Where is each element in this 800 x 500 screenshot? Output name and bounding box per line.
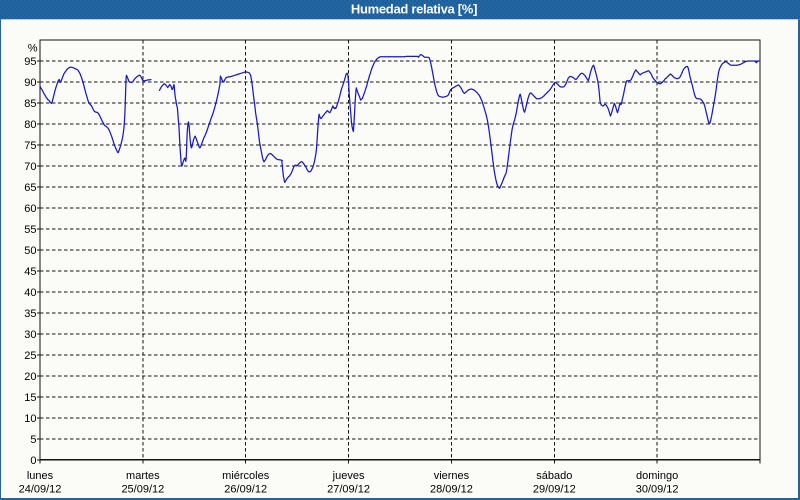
svg-text:30/09/12: 30/09/12 <box>636 484 679 496</box>
svg-text:70: 70 <box>24 161 36 173</box>
svg-text:domingo: domingo <box>636 470 678 482</box>
svg-text:jueves: jueves <box>332 470 365 482</box>
svg-text:miércoles: miércoles <box>222 470 270 482</box>
svg-text:24/09/12: 24/09/12 <box>19 484 62 496</box>
svg-text:90: 90 <box>24 77 36 89</box>
svg-text:%: % <box>28 43 38 55</box>
svg-text:55: 55 <box>24 224 36 236</box>
svg-text:60: 60 <box>24 203 36 215</box>
svg-text:28/09/12: 28/09/12 <box>430 484 473 496</box>
svg-text:30: 30 <box>24 329 36 341</box>
svg-text:sábado: sábado <box>536 470 572 482</box>
svg-text:26/09/12: 26/09/12 <box>224 484 267 496</box>
svg-text:35: 35 <box>24 308 36 320</box>
svg-text:viernes: viernes <box>434 470 470 482</box>
svg-text:40: 40 <box>24 287 36 299</box>
svg-text:65: 65 <box>24 182 36 194</box>
svg-text:75: 75 <box>24 140 36 152</box>
svg-text:15: 15 <box>24 392 36 404</box>
svg-text:50: 50 <box>24 245 36 257</box>
svg-text:95: 95 <box>24 56 36 68</box>
svg-text:5: 5 <box>30 434 36 446</box>
svg-text:Humedad relativa [%]: Humedad relativa [%] <box>351 2 477 17</box>
svg-text:10: 10 <box>24 413 36 425</box>
svg-text:85: 85 <box>24 98 36 110</box>
svg-text:20: 20 <box>24 371 36 383</box>
svg-text:lunes: lunes <box>27 470 54 482</box>
svg-text:25/09/12: 25/09/12 <box>121 484 164 496</box>
svg-text:29/09/12: 29/09/12 <box>533 484 576 496</box>
svg-text:45: 45 <box>24 266 36 278</box>
svg-text:80: 80 <box>24 119 36 131</box>
svg-text:25: 25 <box>24 350 36 362</box>
svg-text:0: 0 <box>30 455 36 467</box>
svg-text:martes: martes <box>126 470 160 482</box>
svg-text:27/09/12: 27/09/12 <box>327 484 370 496</box>
